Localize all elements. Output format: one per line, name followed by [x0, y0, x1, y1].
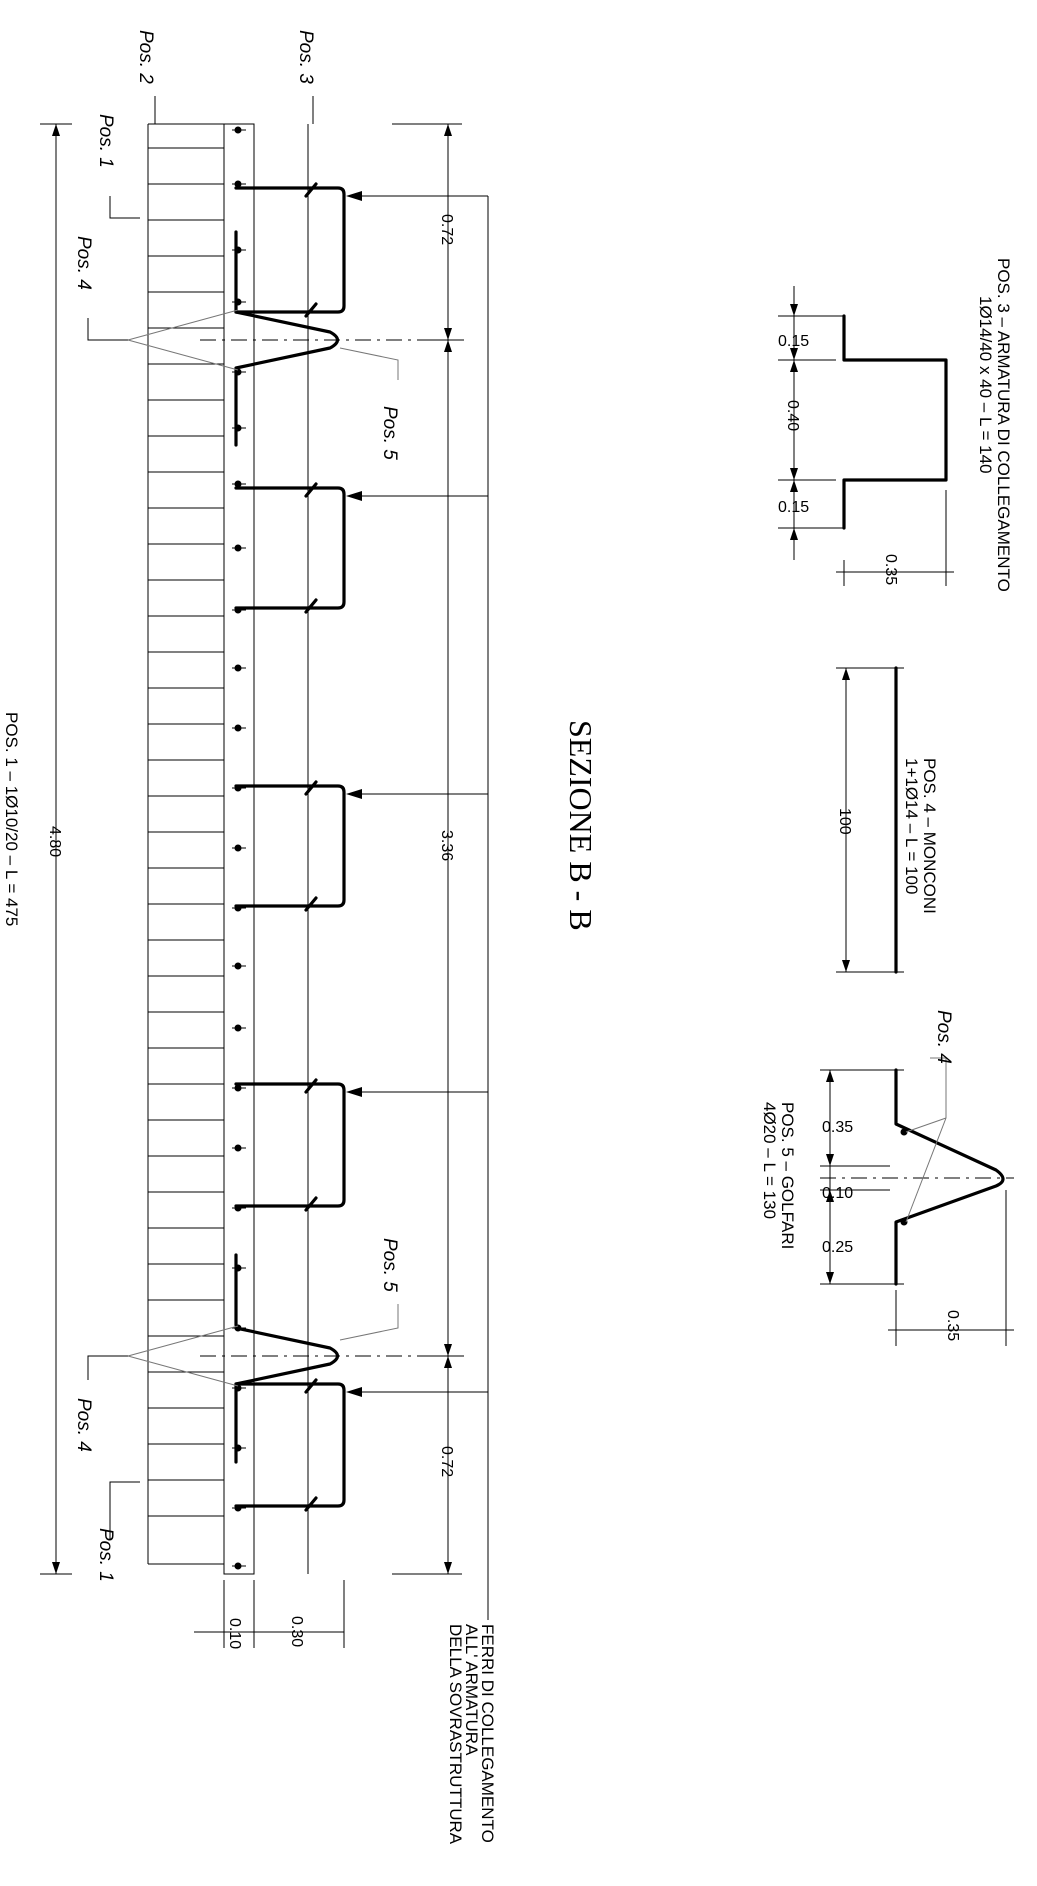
pos5-bottom-label: Pos. 5 — [379, 1238, 400, 1292]
pos1-top-label: Pos. 1 — [95, 114, 116, 168]
pos5-detail — [820, 1057, 1014, 1346]
dim-slab-thickness: 0.10 — [226, 1618, 243, 1649]
pos3-dim-leg-top: 0.15 — [778, 333, 809, 350]
note-arrowhead — [346, 1087, 362, 1097]
pos5-dim-mid: 0.10 — [822, 1185, 853, 1202]
pos3-dim-height: 0.35 — [882, 554, 899, 585]
pos5-schedule-line2: 4Ø20 – L = 130 — [760, 1102, 779, 1219]
pos5-dim-height: 0.35 — [944, 1310, 961, 1341]
stirrup-tick — [304, 302, 318, 318]
pos5-dim-lower: 0.25 — [822, 1239, 853, 1256]
note-arrowhead — [346, 1387, 362, 1397]
stirrup-tick — [304, 482, 318, 498]
note-arrowhead — [346, 491, 362, 501]
slab-section — [147, 123, 309, 1575]
pos1-transverse-bars — [148, 147, 224, 1517]
pos4-schedule-line1: POS. 4 – MONCONI — [920, 758, 939, 914]
pos3-schedule-line1: POS. 3 – ARMATURA DI COLLEGAMENTO — [994, 258, 1013, 592]
pos5-top-label: Pos. 5 — [379, 406, 400, 460]
pos3-schedule-line2: 1Ø14/40 x 40 – L = 140 — [976, 296, 995, 474]
dim-total-length: 4.80 — [46, 826, 63, 857]
pos1-schedule: POS. 1 – 1Ø10/20 – L = 475 — [2, 712, 21, 926]
stirrup-tick — [304, 1078, 318, 1094]
dim-connection-height: 0.30 — [288, 1616, 305, 1647]
longitudinal-bar-dots — [232, 126, 246, 1570]
pos5-dim-upper: 0.35 — [822, 1119, 853, 1136]
pos3-detail — [778, 286, 954, 586]
pos1-bottom-label: Pos. 1 — [95, 1528, 116, 1582]
pos2-label: Pos. 2 — [135, 30, 156, 84]
stirrup-tick — [304, 182, 318, 198]
pos4-detail — [836, 666, 904, 974]
stirrup-tick — [304, 780, 318, 796]
dim-end-spacing-bottom: 0.72 — [438, 1446, 455, 1477]
pos3-stirrup — [234, 186, 346, 314]
pos3-label: Pos. 3 — [295, 30, 316, 84]
dim-middle-spacing: 3.36 — [438, 830, 455, 861]
pos3-stirrup — [234, 1082, 346, 1208]
pos5-lifting-hooks — [200, 310, 470, 1386]
stirrup-tick — [304, 896, 318, 912]
stirrup-tick — [304, 1378, 318, 1394]
note-line-2: ALL' ARMATURA — [462, 1624, 481, 1756]
note-arrow-leaders — [346, 191, 489, 1620]
note-line-3: DELLA SOVRASTRUTTURA — [446, 1624, 465, 1845]
leader-lines — [87, 96, 399, 1540]
pos3-dim-mid: 0.40 — [784, 400, 801, 431]
pos3-stirrup — [234, 784, 346, 908]
pos5-detail-pos4-label: Pos. 4 — [933, 1010, 954, 1064]
note-arrowhead — [346, 789, 362, 799]
pos5-schedule-line1: POS. 5 – GOLFARI — [778, 1102, 797, 1249]
dimensions-main — [40, 123, 462, 1648]
pos3-connection-stirrups — [234, 182, 346, 1512]
pos4-bottom-label: Pos. 4 — [73, 1398, 94, 1452]
pos4-schedule-line2: 1+1Ø14 – L = 100 — [902, 758, 921, 894]
note-line-1: FERRI DI COLLEGAMENTO — [478, 1624, 497, 1843]
pos3-dim-leg-bottom: 0.15 — [778, 499, 809, 516]
stirrup-tick — [304, 598, 318, 614]
stirrup-tick — [304, 1196, 318, 1212]
pos3-stirrup — [234, 1382, 346, 1508]
pos4-top-label: Pos. 4 — [73, 236, 94, 290]
dim-end-spacing-top: 0.72 — [438, 214, 455, 245]
section-title: SEZIONE B - B — [563, 720, 599, 931]
pos4-dim-length: 100 — [836, 808, 853, 835]
pos3-stirrup — [234, 486, 346, 610]
stirrup-tick — [304, 1496, 318, 1512]
note-arrowhead — [346, 191, 362, 201]
